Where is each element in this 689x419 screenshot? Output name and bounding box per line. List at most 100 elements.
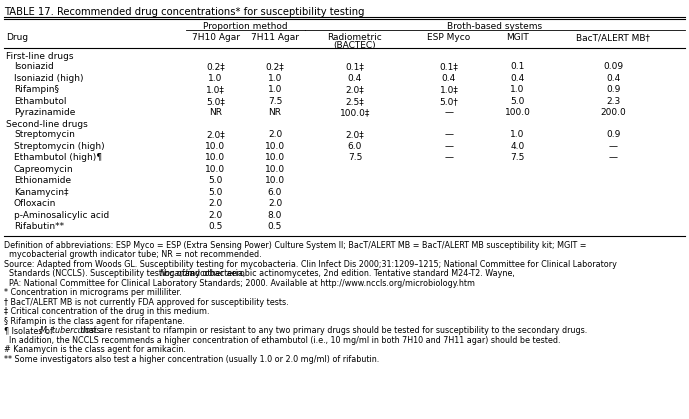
Text: 5.0: 5.0 [208, 188, 223, 197]
Text: 5.0†: 5.0† [440, 97, 458, 106]
Text: ¶ Isolates of: ¶ Isolates of [4, 326, 55, 335]
Text: 0.9: 0.9 [606, 85, 621, 94]
Text: Proportion method: Proportion method [203, 22, 288, 31]
Text: 5.0: 5.0 [511, 97, 525, 106]
Text: # Kanamycin is the class agent for amikacin.: # Kanamycin is the class agent for amika… [4, 345, 186, 354]
Text: 6.0: 6.0 [268, 188, 282, 197]
Text: 1.0: 1.0 [268, 85, 282, 94]
Text: Pyrazinamide: Pyrazinamide [14, 109, 75, 117]
Text: that are resistant to rifampin or resistant to any two primary drugs should be t: that are resistant to rifampin or resist… [78, 326, 587, 335]
Text: 200.0: 200.0 [601, 109, 626, 117]
Text: NR: NR [209, 109, 222, 117]
Text: , and other aerobic actinomycetes, 2nd edition. Tentative standard M24-T2. Wayne: , and other aerobic actinomycetes, 2nd e… [180, 269, 515, 278]
Text: Definition of abbreviations: ESP Myco = ESP (Extra Sensing Power) Culture System: Definition of abbreviations: ESP Myco = … [4, 241, 586, 250]
Text: 2.0: 2.0 [268, 130, 282, 139]
Text: 0.4: 0.4 [606, 74, 621, 83]
Text: Kanamycin‡: Kanamycin‡ [14, 188, 68, 197]
Text: PA: National Committee for Clinical Laboratory Standards; 2000. Available at htt: PA: National Committee for Clinical Labo… [4, 279, 475, 288]
Text: Ethambutol (high)¶: Ethambutol (high)¶ [14, 153, 102, 162]
Text: 0.1‡: 0.1‡ [440, 62, 458, 71]
Text: 2.3: 2.3 [606, 97, 621, 106]
Text: 1.0: 1.0 [511, 130, 525, 139]
Text: Streptomycin (high): Streptomycin (high) [14, 142, 105, 151]
Text: NR: NR [269, 109, 282, 117]
Text: Isoniazid: Isoniazid [14, 62, 54, 71]
Text: 2.0‡: 2.0‡ [206, 130, 225, 139]
Text: 0.4: 0.4 [511, 74, 524, 83]
Text: 0.1‡: 0.1‡ [346, 62, 364, 71]
Text: 2.0: 2.0 [208, 211, 223, 220]
Text: 1.0: 1.0 [208, 74, 223, 83]
Text: BacT/ALERT MB†: BacT/ALERT MB† [577, 33, 650, 42]
Text: Broth-based systems: Broth-based systems [447, 22, 542, 31]
Text: Standards (NCCLS). Susceptibility testing of mycobacteria,: Standards (NCCLS). Susceptibility testin… [4, 269, 248, 278]
Text: 7H10 Agar: 7H10 Agar [192, 33, 240, 42]
Text: 0.1: 0.1 [511, 62, 525, 71]
Text: 10.0: 10.0 [205, 165, 225, 174]
Text: —: — [444, 142, 453, 151]
Text: 7.5: 7.5 [268, 97, 282, 106]
Text: Streptomycin: Streptomycin [14, 130, 75, 139]
Text: 10.0: 10.0 [205, 142, 225, 151]
Text: Ofloxacin: Ofloxacin [14, 199, 56, 208]
Text: 10.0: 10.0 [265, 142, 285, 151]
Text: * Concentration in micrograms per milliliter.: * Concentration in micrograms per millil… [4, 288, 182, 297]
Text: Drug: Drug [6, 33, 28, 42]
Text: 7.5: 7.5 [348, 153, 362, 162]
Text: First-line drugs: First-line drugs [6, 52, 74, 61]
Text: (BACTEC): (BACTEC) [333, 41, 376, 50]
Text: 2.0‡: 2.0‡ [346, 85, 364, 94]
Text: —: — [444, 109, 453, 117]
Text: 2.0‡: 2.0‡ [346, 130, 364, 139]
Text: 10.0: 10.0 [265, 153, 285, 162]
Text: Rifabutin**: Rifabutin** [14, 222, 64, 231]
Text: Capreomycin: Capreomycin [14, 165, 74, 174]
Text: § Rifampin is the class agent for rifapentane.: § Rifampin is the class agent for rifape… [4, 317, 185, 326]
Text: 7H11 Agar: 7H11 Agar [251, 33, 299, 42]
Text: Source: Adapted from Woods GL. Susceptibility testing for mycobacteria. Clin Inf: Source: Adapted from Woods GL. Susceptib… [4, 260, 617, 269]
Text: MGIT: MGIT [506, 33, 529, 42]
Text: 100.0‡: 100.0‡ [340, 109, 370, 117]
Text: —: — [609, 142, 618, 151]
Text: 1.0‡: 1.0‡ [206, 85, 225, 94]
Text: 5.0: 5.0 [208, 176, 223, 185]
Text: 5.0‡: 5.0‡ [206, 97, 225, 106]
Text: Nocardia: Nocardia [160, 269, 195, 278]
Text: 10.0: 10.0 [265, 176, 285, 185]
Text: Radiometric: Radiometric [328, 33, 382, 42]
Text: † BacT/ALERT MB is not currently FDA approved for susceptibility tests.: † BacT/ALERT MB is not currently FDA app… [4, 298, 289, 307]
Text: TABLE 17. Recommended drug concentrations* for susceptibility testing: TABLE 17. Recommended drug concentration… [4, 7, 364, 17]
Text: Rifampin§: Rifampin§ [14, 85, 59, 94]
Text: Ethambutol: Ethambutol [14, 97, 67, 106]
Text: 2.5‡: 2.5‡ [346, 97, 364, 106]
Text: 0.4: 0.4 [442, 74, 456, 83]
Text: 0.09: 0.09 [604, 62, 624, 71]
Text: 0.2‡: 0.2‡ [266, 62, 285, 71]
Text: 0.5: 0.5 [208, 222, 223, 231]
Text: p-Aminosalicylic acid: p-Aminosalicylic acid [14, 211, 110, 220]
Text: 8.0: 8.0 [268, 211, 282, 220]
Text: 0.5: 0.5 [268, 222, 282, 231]
Text: 0.2‡: 0.2‡ [206, 62, 225, 71]
Text: M. tuberculosis: M. tuberculosis [40, 326, 100, 335]
Text: In addition, the NCCLS recommends a higher concentration of ethambutol (i.e., 10: In addition, the NCCLS recommends a high… [4, 336, 560, 345]
Text: 0.9: 0.9 [606, 130, 621, 139]
Text: —: — [609, 153, 618, 162]
Text: mycobacterial growth indicator tube; NR = not recommended.: mycobacterial growth indicator tube; NR … [4, 250, 262, 259]
Text: 2.0: 2.0 [268, 199, 282, 208]
Text: 6.0: 6.0 [348, 142, 362, 151]
Text: 7.5: 7.5 [511, 153, 525, 162]
Text: 100.0: 100.0 [504, 109, 531, 117]
Text: ‡ Critical concentration of the drug in this medium.: ‡ Critical concentration of the drug in … [4, 307, 209, 316]
Text: 1.0: 1.0 [511, 85, 525, 94]
Text: —: — [444, 153, 453, 162]
Text: 4.0: 4.0 [511, 142, 524, 151]
Text: ** Some investigators also test a higher concentration (usually 1.0 or 2.0 mg/ml: ** Some investigators also test a higher… [4, 355, 379, 364]
Text: 1.0‡: 1.0‡ [440, 85, 458, 94]
Text: Isoniazid (high): Isoniazid (high) [14, 74, 83, 83]
Text: 10.0: 10.0 [205, 153, 225, 162]
Text: —: — [444, 130, 453, 139]
Text: Second-line drugs: Second-line drugs [6, 120, 88, 129]
Text: 0.4: 0.4 [348, 74, 362, 83]
Text: Ethionamide: Ethionamide [14, 176, 71, 185]
